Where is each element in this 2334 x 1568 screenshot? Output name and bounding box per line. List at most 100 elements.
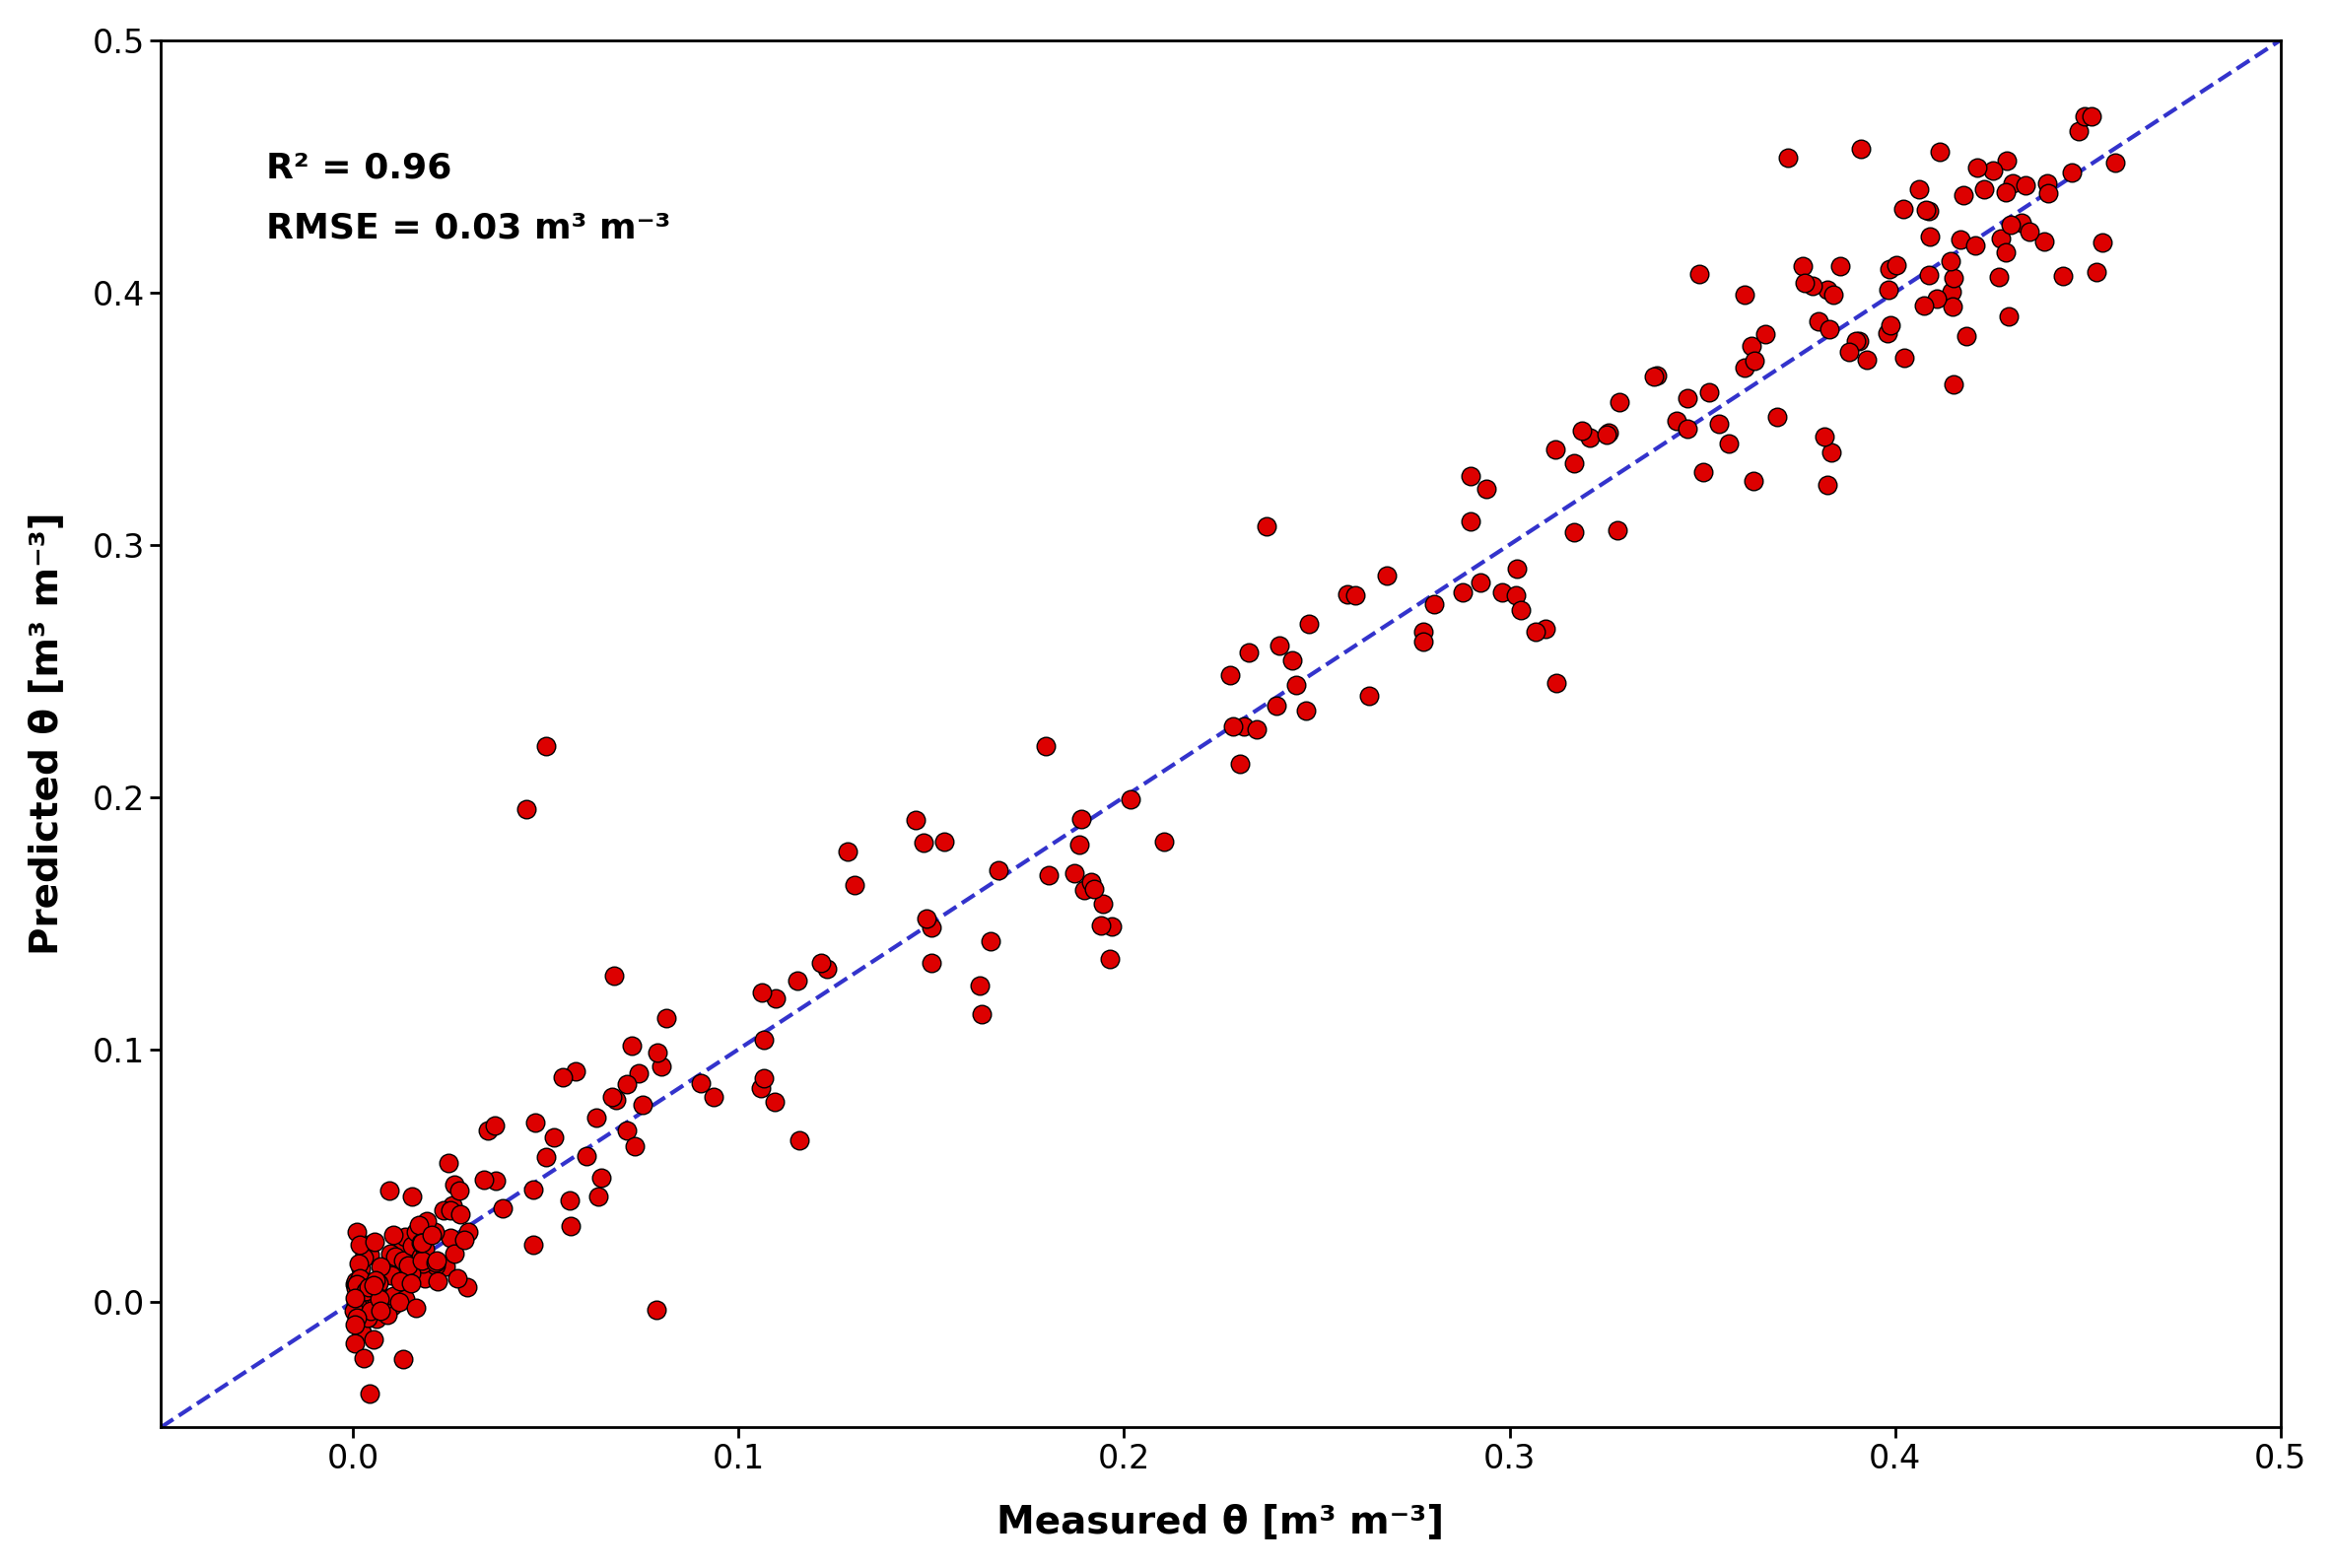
Point bbox=[1496, 583, 1533, 608]
Point bbox=[2007, 172, 2045, 198]
Point bbox=[642, 1054, 679, 1079]
Point bbox=[756, 986, 794, 1011]
Point bbox=[432, 1226, 469, 1251]
Point bbox=[1769, 144, 1807, 169]
Point bbox=[1368, 563, 1405, 588]
Point bbox=[1027, 734, 1064, 759]
Point bbox=[1328, 582, 1365, 607]
Point bbox=[404, 1231, 441, 1256]
Point bbox=[836, 873, 873, 898]
Point bbox=[1503, 597, 1540, 622]
Point bbox=[1225, 713, 1263, 739]
Point bbox=[373, 1254, 411, 1279]
Point bbox=[1074, 869, 1111, 894]
Point bbox=[2045, 263, 2082, 289]
Point bbox=[598, 1088, 635, 1113]
Point bbox=[406, 1236, 443, 1261]
Point bbox=[1879, 252, 1916, 278]
Point bbox=[338, 1272, 376, 1297]
Point bbox=[1601, 389, 1638, 414]
Point bbox=[371, 1242, 408, 1267]
Point bbox=[1445, 580, 1482, 605]
Point bbox=[1783, 254, 1821, 279]
Point bbox=[355, 1273, 392, 1298]
Point bbox=[640, 1040, 677, 1065]
Point bbox=[341, 1251, 378, 1276]
Point bbox=[1468, 477, 1505, 502]
Point bbox=[1956, 232, 1993, 257]
Point bbox=[1989, 147, 2026, 172]
Point bbox=[1814, 441, 1851, 466]
Point bbox=[1900, 177, 1937, 202]
Point bbox=[1849, 347, 1886, 372]
Point bbox=[355, 1327, 392, 1352]
Point bbox=[551, 1187, 588, 1212]
Y-axis label: Predicted θ [m³ m⁻³]: Predicted θ [m³ m⁻³] bbox=[28, 513, 65, 955]
Point bbox=[516, 1110, 553, 1135]
Point bbox=[1991, 304, 2028, 329]
Point bbox=[1452, 510, 1489, 535]
Point bbox=[927, 829, 964, 855]
Point bbox=[418, 1248, 455, 1273]
Point bbox=[373, 1294, 411, 1319]
Text: R² = 0.96
RMSE = 0.03 m³ m⁻³: R² = 0.96 RMSE = 0.03 m³ m⁻³ bbox=[266, 151, 672, 245]
Point bbox=[1277, 673, 1314, 698]
Point bbox=[534, 1124, 572, 1149]
Point bbox=[908, 906, 945, 931]
Point bbox=[1029, 862, 1067, 887]
Point bbox=[408, 1209, 446, 1234]
Point bbox=[576, 1105, 614, 1131]
Point bbox=[338, 1283, 376, 1308]
Point bbox=[756, 1090, 794, 1115]
Point bbox=[357, 1229, 394, 1254]
Point bbox=[350, 1305, 387, 1330]
Point bbox=[1258, 693, 1295, 718]
Point bbox=[336, 1286, 373, 1311]
Point bbox=[1214, 713, 1251, 739]
Point bbox=[1935, 372, 1972, 397]
Point bbox=[1989, 180, 2026, 205]
Point bbox=[387, 1225, 425, 1250]
Point bbox=[362, 1254, 399, 1279]
Point bbox=[1905, 293, 1942, 318]
Point bbox=[362, 1286, 399, 1311]
Point bbox=[2054, 160, 2091, 185]
Point bbox=[1884, 196, 1921, 221]
Point bbox=[1933, 248, 1970, 273]
Point bbox=[425, 1198, 462, 1223]
Point bbox=[448, 1220, 485, 1245]
Point bbox=[509, 797, 546, 822]
Point bbox=[355, 1272, 392, 1297]
Point bbox=[383, 1269, 420, 1294]
Point bbox=[413, 1223, 450, 1248]
Point bbox=[341, 1267, 378, 1292]
Point bbox=[1062, 806, 1099, 831]
Point bbox=[1060, 833, 1097, 858]
Point bbox=[1760, 405, 1797, 430]
Point bbox=[345, 1345, 383, 1370]
Point bbox=[343, 1256, 380, 1281]
Point bbox=[1685, 459, 1722, 485]
Point bbox=[1830, 339, 1867, 364]
Point bbox=[336, 1290, 373, 1316]
Point bbox=[913, 950, 950, 975]
Point bbox=[1260, 632, 1298, 657]
Point bbox=[1795, 274, 1832, 299]
Point bbox=[896, 808, 934, 833]
Point bbox=[350, 1300, 387, 1325]
Point bbox=[369, 1301, 406, 1327]
Point bbox=[1636, 364, 1673, 389]
Point bbox=[357, 1306, 394, 1331]
Point bbox=[1993, 212, 2031, 237]
Point bbox=[446, 1228, 483, 1253]
Point bbox=[1736, 348, 1774, 373]
Point bbox=[1965, 176, 2003, 201]
Point bbox=[962, 972, 999, 997]
Point bbox=[567, 1143, 605, 1168]
Point bbox=[2026, 229, 2063, 254]
Point bbox=[1816, 282, 1853, 307]
Point bbox=[637, 1297, 675, 1322]
Point bbox=[345, 1289, 383, 1314]
Point bbox=[584, 1165, 621, 1190]
Point bbox=[1221, 751, 1258, 776]
